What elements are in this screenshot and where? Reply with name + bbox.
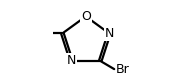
Text: O: O xyxy=(81,10,91,23)
Text: Br: Br xyxy=(116,63,130,76)
Text: N: N xyxy=(67,54,76,67)
Text: N: N xyxy=(105,27,114,40)
